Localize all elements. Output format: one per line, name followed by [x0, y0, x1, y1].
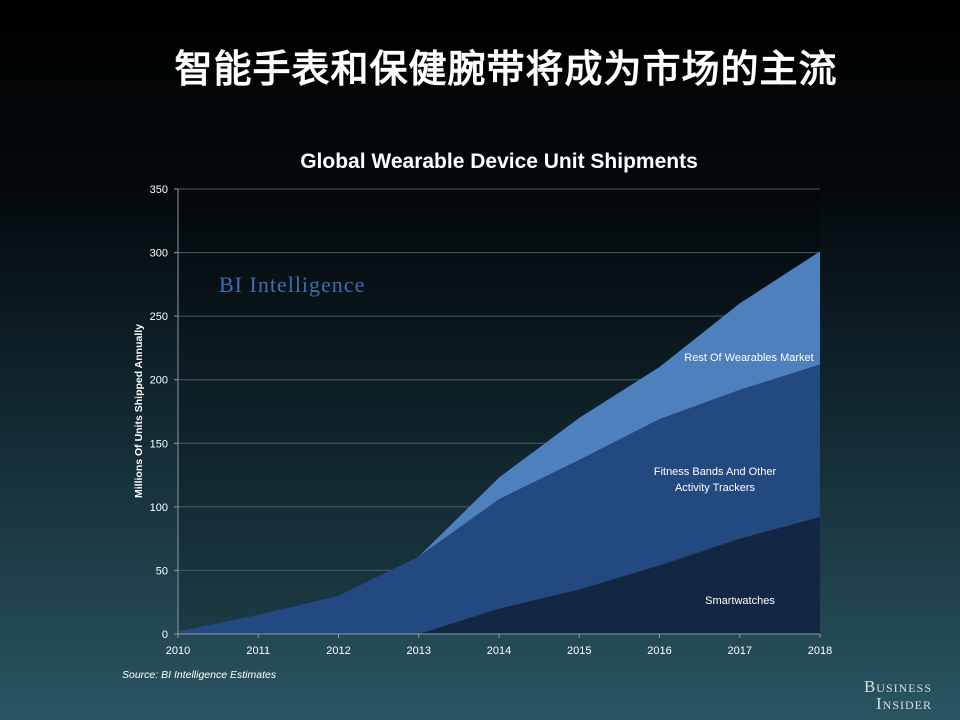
x-tick-label: 2015 — [567, 645, 591, 657]
series-label-2: Fitness Bands And Other Activity Trackers — [654, 466, 777, 494]
business-insider-logo: Business Insider — [864, 678, 932, 712]
x-tick-label: 2014 — [487, 645, 511, 657]
y-tick-label: 50 — [156, 565, 168, 577]
brand-line-1: Business — [863, 677, 932, 696]
brand-line-2: Insider — [876, 694, 932, 713]
source-note: Source: BI Intelligence Estimates — [122, 669, 277, 681]
x-tick-label: 2018 — [808, 645, 832, 657]
y-tick-label: 300 — [150, 248, 168, 260]
x-tick-label: 2013 — [407, 645, 431, 657]
y-tick-label: 200 — [150, 375, 168, 387]
y-tick-label: 350 — [150, 184, 168, 196]
x-tick-label: 2017 — [728, 645, 752, 657]
x-tick-label: 2016 — [647, 645, 671, 657]
x-tick-label: 2011 — [246, 645, 270, 657]
x-tick-label: 2010 — [166, 645, 190, 657]
x-tick-label: 2012 — [326, 645, 350, 657]
bi-intelligence-watermark: BI Intelligence — [219, 272, 366, 297]
chart-title: Global Wearable Device Unit Shipments — [300, 150, 698, 173]
y-tick-label: 150 — [150, 438, 168, 450]
y-tick-label: 100 — [150, 502, 168, 514]
y-tick-label: 0 — [162, 629, 168, 641]
series-area-1 — [178, 517, 820, 634]
slide-title: 智能手表和保健腕带将成为市场的主流 — [174, 47, 838, 91]
series-label-1: Smartwatches — [705, 595, 775, 607]
y-axis-title: Millions Of Units Shipped Annually — [133, 324, 145, 498]
series-label-3: Rest Of Wearables Market — [684, 352, 813, 364]
y-tick-label: 250 — [150, 311, 168, 323]
